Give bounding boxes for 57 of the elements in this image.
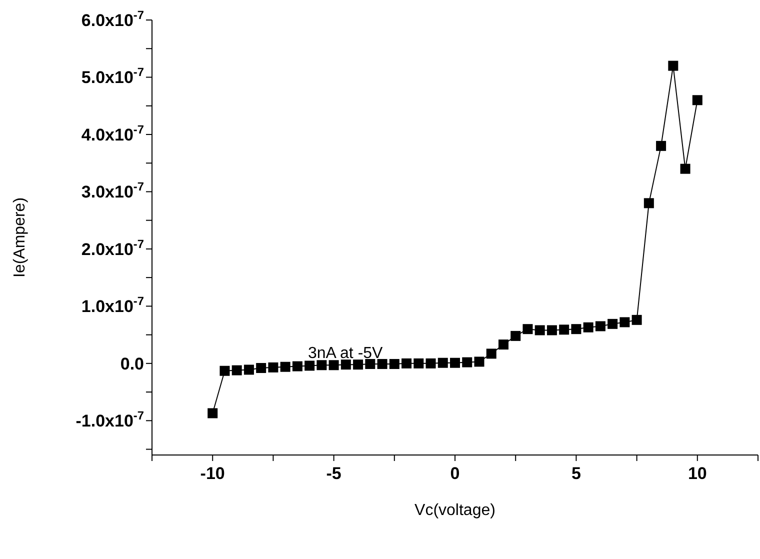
- y-tick-label: 4.0x10$^{-7}$: [81, 122, 144, 144]
- point: [232, 365, 242, 376]
- point: [620, 317, 630, 328]
- y-tick-label: 5.0x10$^{-7}$: [81, 65, 144, 88]
- point: [522, 324, 533, 334]
- y-tick-label: -1.0x10$^{-7}$: [76, 408, 144, 431]
- point: [534, 325, 545, 336]
- point: [414, 358, 424, 368]
- point: [426, 358, 436, 368]
- point: [208, 408, 218, 418]
- x-axis-title: Vc(voltage): [414, 502, 496, 519]
- point: [365, 358, 376, 369]
- x-tick-label: -5: [326, 464, 342, 484]
- point: [608, 318, 618, 329]
- point: [450, 358, 460, 368]
- point: [462, 357, 472, 368]
- point: [498, 340, 508, 350]
- y-axis-title: Ie(Ampere): [12, 197, 29, 278]
- point: [304, 360, 315, 371]
- point: [438, 358, 448, 368]
- point: [402, 358, 412, 368]
- y-tick-label: 2.0x10$^{-7}$: [81, 236, 144, 259]
- x-tick-label: 10: [688, 464, 707, 484]
- point: [571, 324, 582, 334]
- point: [268, 362, 278, 372]
- point: [656, 140, 666, 151]
- point: [353, 360, 364, 370]
- point: [474, 356, 484, 367]
- point: [316, 360, 327, 370]
- y-tick-label: 3.0x10$^{-7}$: [81, 180, 144, 202]
- y-tick-label: 1.0x10$^{-7}$: [81, 294, 144, 316]
- point: [583, 322, 594, 332]
- point: [546, 325, 557, 336]
- point: [256, 363, 266, 373]
- x-tick-label: -10: [200, 464, 225, 484]
- point: [377, 358, 388, 369]
- point: [668, 60, 678, 71]
- point: [280, 362, 290, 372]
- point: [692, 95, 702, 106]
- point: [632, 314, 642, 325]
- y-tick-label: 6.0x10$^{-7}$: [81, 8, 144, 30]
- point: [292, 361, 302, 372]
- point: [595, 321, 606, 332]
- point: [244, 364, 254, 375]
- point: [328, 360, 339, 370]
- y-tick-label: 0.0: [120, 354, 144, 374]
- point: [680, 164, 690, 174]
- x-tick-label: 0: [450, 464, 460, 484]
- point: [220, 366, 230, 376]
- point: [559, 324, 570, 335]
- point: [486, 348, 496, 359]
- point: [389, 358, 400, 369]
- point: [510, 330, 521, 341]
- annotation: 3nA at -5V: [308, 345, 383, 363]
- x-tick-label: 5: [571, 464, 581, 484]
- point: [340, 360, 351, 370]
- point: [644, 198, 654, 208]
